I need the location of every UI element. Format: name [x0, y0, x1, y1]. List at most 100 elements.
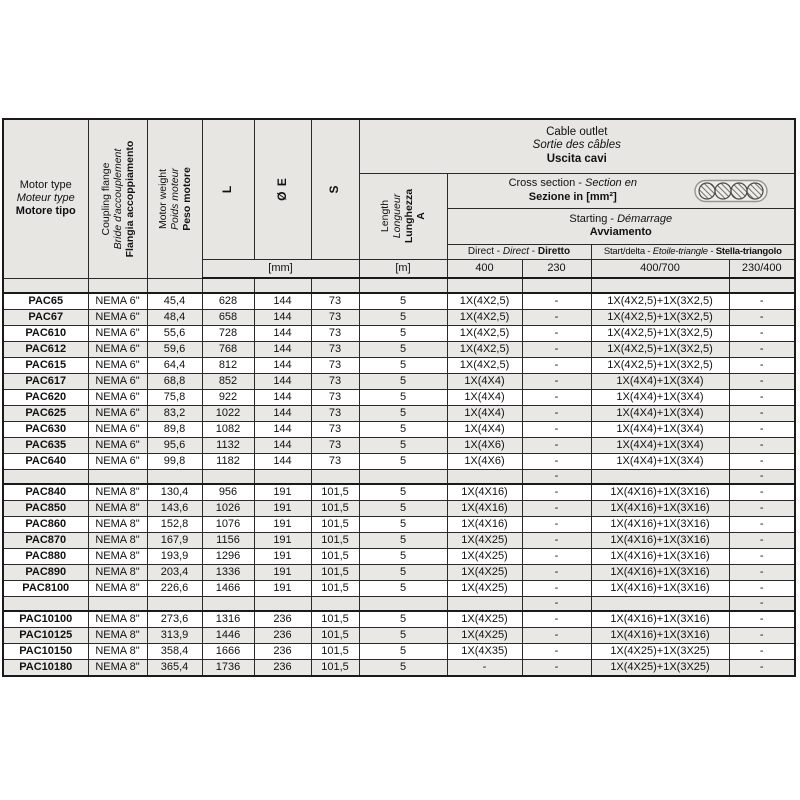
spec-cell: 313,9: [146, 627, 203, 644]
motor-model-cell: PAC850: [2, 500, 89, 517]
col-header-dim-l: L: [201, 118, 255, 260]
spec-cell: -: [521, 580, 592, 597]
cross-section-label-it: Sezione in [mm²]: [528, 190, 617, 203]
spec-cell: 73: [310, 357, 360, 374]
spec-cell: 1132: [201, 437, 255, 454]
spec-cell: 236: [253, 643, 312, 660]
table-row: PAC615 NEMA 6" 64,4 812 144 73 5 1X(4X2,5) -1X(4…: [2, 357, 796, 374]
spec-cell: NEMA 6": [87, 341, 148, 358]
spec-cell: 167,9: [146, 532, 203, 549]
spec-cell: NEMA 6": [87, 373, 148, 390]
cable-outlet-label-en: Cable outlet: [546, 125, 608, 138]
spec-cell: 95,6: [146, 437, 203, 454]
spec-cell: 628: [201, 292, 255, 310]
motor-model-cell: PAC67: [2, 309, 89, 326]
spec-cell: NEMA 6": [87, 389, 148, 406]
table-row: PAC10125 NEMA 8" 313,9 1446 236 101,5 5 1X(4X25…: [2, 627, 796, 644]
spec-cell: [146, 469, 203, 485]
spec-cell: -: [521, 357, 592, 374]
spec-cell: 1X(4X35): [446, 643, 523, 660]
spec-cell: -: [728, 309, 796, 326]
spec-cell: 1X(4X25): [446, 580, 523, 597]
spec-cell: 1X(4X2,5): [446, 341, 523, 358]
table-row: PAC10180 NEMA 8" 365,4 1736 236 101,5 5- -1X(4X…: [2, 659, 796, 677]
spec-cell: 59,6: [146, 341, 203, 358]
spec-cell: 144: [253, 373, 312, 390]
motor-model-cell: PAC625: [2, 405, 89, 422]
voltage-400: 400: [446, 258, 523, 279]
spec-cell: 1156: [201, 532, 255, 549]
spec-cell: 73: [310, 373, 360, 390]
spec-cell: -: [521, 453, 592, 470]
spec-cell: 5: [358, 500, 448, 517]
table-row: PAC630 NEMA 6" 89,8 1082 144 73 5 1X(4X4) -1X(4X…: [2, 421, 796, 438]
spec-cell: 144: [253, 292, 312, 310]
spec-cell: -: [728, 643, 796, 660]
spec-cell: -: [521, 309, 592, 326]
spec-cell: 1X(4X4): [446, 373, 523, 390]
spec-cell: 1X(4X16)+1X(3X16): [590, 532, 730, 549]
spec-cell: -: [728, 532, 796, 549]
spec-cell: 1736: [201, 659, 255, 677]
spec-cell: 1X(4X2,5)+1X(3X2,5): [590, 341, 730, 358]
separator-row: --: [2, 596, 796, 612]
col-header-dim-e: Ø E: [253, 118, 312, 260]
spec-cell: 365,4: [146, 659, 203, 677]
spec-cell: 236: [253, 659, 312, 677]
table-row: PAC870 NEMA 8" 167,9 1156 191 101,5 5 1X(4X25) -…: [2, 532, 796, 549]
col-header-direct: Direct - Direct - Diretto: [446, 243, 592, 260]
table-row: PAC880 NEMA 8" 193,9 1296 191 101,5 5 1X(4X25) -…: [2, 548, 796, 565]
spec-cell: 101,5: [310, 643, 360, 660]
spec-cell: 5: [358, 405, 448, 422]
length-label-it: Lunghezza: [403, 188, 415, 244]
spec-cell: -: [521, 405, 592, 422]
spec-cell: 203,4: [146, 564, 203, 581]
star-delta-label-sep: -: [707, 245, 716, 257]
spec-cell: 358,4: [146, 643, 203, 660]
unit-mm: [mm]: [201, 258, 360, 279]
spec-cell: 73: [310, 292, 360, 310]
spec-cell: -: [728, 580, 796, 597]
spec-cell: -: [521, 610, 592, 628]
spec-cell: 191: [253, 548, 312, 565]
spec-cell: 101,5: [310, 548, 360, 565]
spec-cell: 144: [253, 405, 312, 422]
motor-model-cell: [2, 596, 89, 612]
spec-cell: 191: [253, 483, 312, 501]
spec-cell: 1X(4X25): [446, 627, 523, 644]
motor-model-cell: PAC880: [2, 548, 89, 565]
spec-cell: [146, 277, 203, 294]
spec-cell: 143,6: [146, 500, 203, 517]
spec-cell: 922: [201, 389, 255, 406]
spec-cell: 1X(4X25)+1X(3X25): [590, 643, 730, 660]
spec-cell: -: [728, 516, 796, 533]
spec-cell: 1X(4X25): [446, 564, 523, 581]
spec-cell: 1022: [201, 405, 255, 422]
spec-cell: 5: [358, 325, 448, 342]
spec-cell: 1X(4X4)+1X(3X4): [590, 373, 730, 390]
spec-cell: [590, 469, 730, 485]
motor-model-cell: PAC610: [2, 325, 89, 342]
motor-model-cell: PAC65: [2, 292, 89, 310]
spec-cell: -: [521, 373, 592, 390]
motor-model-cell: PAC617: [2, 373, 89, 390]
spec-cell: [310, 469, 360, 485]
spec-cell: 101,5: [310, 564, 360, 581]
spec-cell: 5: [358, 483, 448, 501]
spec-cell: NEMA 6": [87, 325, 148, 342]
spec-cell: 226,6: [146, 580, 203, 597]
spec-cell: 1X(4X25)+1X(3X25): [590, 659, 730, 677]
spec-cell: NEMA 8": [87, 659, 148, 677]
spec-cell: [358, 596, 448, 612]
spec-cell: NEMA 6": [87, 292, 148, 310]
motor-model-cell: PAC890: [2, 564, 89, 581]
spec-cell: 1X(4X4): [446, 421, 523, 438]
spec-cell: 5: [358, 373, 448, 390]
spec-cell: 73: [310, 309, 360, 326]
spec-cell: 101,5: [310, 659, 360, 677]
cable-outlet-label-fr: Sortie des câbles: [532, 139, 621, 152]
spec-cell: -: [521, 532, 592, 549]
cable-outlet-label-it: Uscita cavi: [546, 153, 607, 166]
spec-cell: [310, 277, 360, 294]
spec-cell: -: [728, 469, 796, 485]
